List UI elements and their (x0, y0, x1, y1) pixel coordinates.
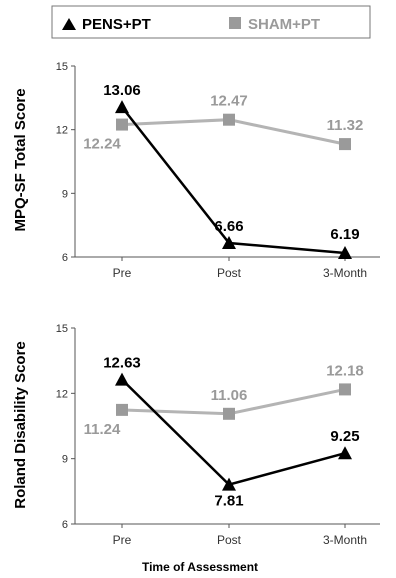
x-tick-label-3-month: 3-Month (323, 266, 367, 280)
data-point-sham-pt (339, 383, 351, 395)
y-tick-label: 9 (62, 454, 68, 466)
x-tick-label-post: Post (217, 266, 242, 280)
y-tick-label: 15 (56, 323, 68, 335)
y-tick-label: 6 (62, 252, 68, 264)
y-tick-label: 9 (62, 188, 68, 200)
legend-label-sham-pt: SHAM+PT (248, 16, 320, 33)
data-label-pens-pt: 6.66 (214, 218, 243, 235)
data-point-pens-pt (338, 446, 352, 459)
data-label-sham-pt: 11.06 (211, 387, 248, 404)
data-point-sham-pt (116, 404, 128, 416)
data-label-sham-pt: 12.24 (83, 136, 121, 153)
roland-panel: 6 9 12 15 Pre Post 3-Month 12.63 7.81 9.25 11.24 11… (56, 323, 380, 547)
data-point-sham-pt (339, 138, 351, 150)
roland-y-axis-label: Roland Disability Score (12, 341, 29, 509)
y-tick-label: 15 (56, 61, 68, 73)
data-point-sham-pt (116, 119, 128, 131)
data-label-pens-pt: 9.25 (330, 428, 359, 445)
data-label-pens-pt: 7.81 (214, 493, 243, 510)
y-tick-label: 6 (62, 519, 68, 531)
x-tick-label-post: Post (217, 533, 242, 547)
data-point-sham-pt (223, 114, 235, 126)
x-tick-label-3-month: 3-Month (323, 533, 367, 547)
data-label-sham-pt: 12.18 (326, 362, 364, 379)
mpq-sf-y-axis-label: MPQ-SF Total Score (12, 88, 29, 231)
data-label-sham-pt: 12.47 (210, 93, 248, 110)
data-label-pens-pt: 13.06 (103, 82, 141, 99)
x-tick-label-pre: Pre (113, 533, 132, 547)
x-tick-label-pre: Pre (113, 266, 132, 280)
data-point-pens-pt (115, 373, 129, 386)
data-point-sham-pt (223, 408, 235, 420)
data-label-pens-pt: 12.63 (103, 355, 141, 372)
data-label-sham-pt: 11.32 (327, 117, 364, 134)
mpq-sf-panel: 6 9 12 15 Pre Post 3-Month 13.06 6.66 6.19 12.24 12… (56, 61, 380, 280)
legend-marker-sham-pt (229, 17, 241, 29)
data-label-pens-pt: 6.19 (330, 226, 359, 243)
data-point-pens-pt (115, 100, 129, 113)
data-label-sham-pt: 11.24 (84, 421, 121, 438)
legend-label-pens-pt: PENS+PT (82, 16, 151, 33)
legend: PENS+PT SHAM+PT (52, 6, 370, 38)
y-tick-label: 12 (56, 388, 68, 400)
x-axis-label: Time of Assessment (142, 560, 258, 574)
y-tick-label: 12 (56, 125, 68, 137)
